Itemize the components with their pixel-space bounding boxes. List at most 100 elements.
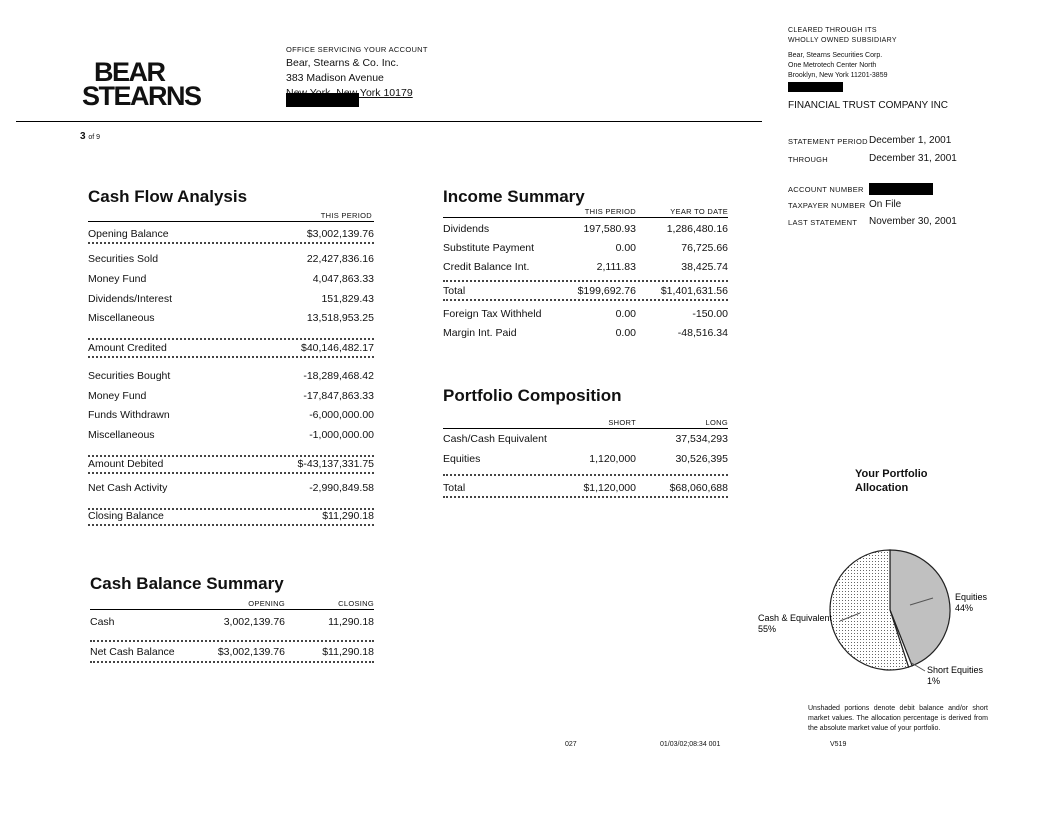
cash_flow-column-header: THIS PERIOD: [320, 211, 372, 220]
cash_flow-row-value: 151,829.43: [321, 293, 374, 305]
undefined: [443, 428, 728, 429]
cash_balance-row-label: Cash: [90, 616, 115, 628]
account-field-value: On File: [869, 199, 902, 210]
cash_flow-row-value: 13,518,953.25: [306, 312, 374, 324]
footer-code: 027: [565, 741, 577, 748]
income-row-value: -150.00: [692, 308, 728, 320]
subsidiary-address: Bear, Stearns Securities Corp. One Metrot…: [788, 52, 888, 79]
cleared-through: CLEARED THROUGH ITS WHOLLY OWNED SUBSIDIA…: [788, 27, 897, 44]
cash_flow-row-value: -6,000,000.00: [309, 409, 374, 421]
dotted-separator: [88, 356, 374, 358]
cash_flow-row-value: -1,000,000.00: [309, 429, 374, 441]
cash_flow-row-label: Dividends/Interest: [88, 293, 173, 305]
dotted-separator: [88, 524, 374, 526]
income-row-value: 1,286,480.16: [666, 223, 728, 235]
cash_flow-row-value: $11,290.18: [322, 510, 374, 522]
chart-note: Unshaded portions denote debit balance a…: [808, 705, 988, 732]
redacted-block: [286, 93, 359, 107]
slice-label: Short Equities: [927, 665, 984, 675]
income-row-label: Margin Int. Paid: [443, 327, 517, 339]
account-field-label: TAXPAYER NUMBER: [788, 201, 866, 210]
slice-label: Cash & Equivalent: [758, 613, 833, 623]
income-row-value: 2,111.83: [596, 261, 636, 273]
account-field-value: December 1, 2001: [869, 135, 952, 146]
dotted-separator: [443, 299, 728, 301]
cash_flow-row-value: -18,289,468.42: [303, 370, 374, 382]
portfolio-title: Portfolio Composition: [443, 386, 622, 405]
chart-title: Your Portfolio Allocation: [855, 468, 928, 494]
bear-stearns-logo: BEAR STEARNS: [82, 57, 202, 111]
footer-version: V519: [830, 741, 847, 748]
portfolio-row-value: $1,120,000: [583, 482, 636, 494]
cash_flow-row-label: Money Fund: [88, 390, 147, 402]
cash_flow-row-value: $3,002,139.76: [306, 228, 374, 240]
cash_flow-row-label: Net Cash Activity: [88, 482, 168, 494]
dotted-separator: [90, 661, 374, 663]
cash_flow-row-label: Amount Credited: [88, 342, 167, 354]
slice-label: Equities: [955, 592, 988, 602]
cash_flow-row-label: Miscellaneous: [88, 312, 155, 324]
cash_flow-row-label: Securities Bought: [88, 370, 171, 382]
leader-line: [909, 597, 934, 606]
income-row-label: Substitute Payment: [443, 242, 535, 254]
portfolio-row-label: Equities: [443, 453, 481, 465]
dotted-separator: [88, 242, 374, 244]
cash_flow-row-label: Funds Withdrawn: [88, 409, 170, 421]
portfolio-row-value: $68,060,688: [669, 482, 728, 494]
undefined: [443, 217, 728, 218]
income-row-label: Total: [443, 285, 466, 297]
cash_flow-row-label: Money Fund: [88, 273, 147, 285]
cash_flow-row-label: Closing Balance: [88, 510, 164, 522]
pie-slice-equities: [889, 549, 951, 667]
dotted-separator: [90, 640, 374, 642]
cash_balance-row-value: 11,290.18: [328, 616, 374, 628]
account-field-label: LAST STATEMENT: [788, 218, 858, 227]
cash_balance-column-header: CLOSING: [338, 599, 374, 608]
office-label: OFFICE SERVICING YOUR ACCOUNT: [286, 45, 428, 54]
income-title: Income Summary: [443, 187, 585, 206]
account-field-value: November 30, 2001: [869, 216, 957, 227]
portfolio-row-label: Cash/Cash Equivalent: [443, 433, 547, 445]
cash_balance-row-value: 3,002,139.76: [223, 616, 285, 628]
cash_flow-row-label: Miscellaneous: [88, 429, 155, 441]
dotted-separator: [88, 455, 374, 457]
income-row-value: 0.00: [615, 242, 636, 254]
income-row-value: 38,425.74: [681, 261, 728, 273]
cash_flow-row-value: -2,990,849.58: [309, 482, 374, 494]
income-row-value: 197,580.93: [583, 223, 636, 235]
undefined: [90, 609, 374, 610]
cash_flow-row-value: $40,146,482.17: [301, 342, 374, 354]
dotted-separator: [443, 474, 728, 476]
account-field-label: THROUGH: [788, 155, 829, 164]
cash_flow-row-value: 22,427,836.16: [306, 253, 374, 265]
redacted-block: [788, 82, 843, 92]
cash_flow-row-value: -17,847,863.33: [303, 390, 374, 402]
slice-percent-label: 1%: [927, 676, 940, 686]
portfolio-column-header: LONG: [705, 418, 728, 427]
redacted-account-number: [869, 183, 933, 195]
cash_balance-row-value: $3,002,139.76: [217, 646, 285, 658]
cash_flow-row-label: Opening Balance: [88, 228, 169, 240]
leader-line: [909, 661, 926, 672]
account-field-label: ACCOUNT NUMBER: [788, 185, 864, 194]
income-column-header: THIS PERIOD: [584, 207, 636, 216]
cash_balance-row-label: Net Cash Balance: [90, 646, 175, 658]
income-row-label: Foreign Tax Withheld: [443, 308, 542, 320]
income-column-header: YEAR TO DATE: [670, 207, 728, 216]
income-row-value: 0.00: [615, 327, 636, 339]
income-row-value: $1,401,631.56: [660, 285, 728, 297]
portfolio-row-label: Total: [443, 482, 466, 494]
slice-percent-label: 44%: [955, 603, 973, 613]
income-row-value: -48,516.34: [677, 327, 728, 339]
client-name: FINANCIAL TRUST COMPANY INC: [788, 100, 949, 111]
pie-slice-cash-equivalent: [829, 549, 910, 671]
cash_balance-column-header: OPENING: [248, 599, 285, 608]
dotted-separator: [443, 280, 728, 282]
dotted-separator: [88, 508, 374, 510]
portfolio-row-value: 1,120,000: [589, 453, 636, 465]
income-row-label: Credit Balance Int.: [443, 261, 530, 273]
dotted-separator: [88, 472, 374, 474]
footer-timestamp: 01/03/02;08:34 001: [660, 741, 721, 748]
cash_flow-title: Cash Flow Analysis: [88, 187, 248, 206]
